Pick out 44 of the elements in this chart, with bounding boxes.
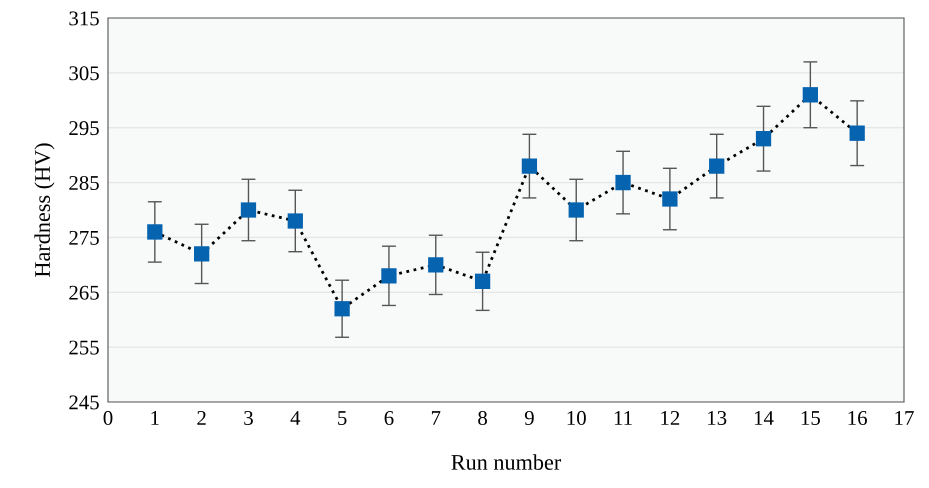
point xyxy=(615,174,631,190)
x-tick-label: 3 xyxy=(244,410,253,425)
x-tick-label: 10 xyxy=(568,410,586,425)
y-tick-label: 295 xyxy=(69,121,99,136)
x-tick-label: 1 xyxy=(151,411,159,425)
x-tick-label: 15 xyxy=(802,411,820,425)
x-tick-label: 4 xyxy=(290,411,300,425)
x-tick-label: 12 xyxy=(661,410,680,425)
y-tick-label: 305 xyxy=(69,66,99,80)
point xyxy=(240,202,256,218)
y-tick-label: 255 xyxy=(69,340,99,355)
y-tick-label: 285 xyxy=(69,176,99,190)
point xyxy=(428,257,444,272)
point xyxy=(288,213,303,229)
x-tick-label: 5 xyxy=(338,411,347,425)
y-tick-label: 275 xyxy=(69,230,99,245)
x-tick-label: 7 xyxy=(432,411,440,425)
x-tick-label: 16 xyxy=(848,410,867,425)
x-tick-label: 14 xyxy=(754,411,774,425)
point xyxy=(709,158,724,174)
x-tick-label: 9 xyxy=(524,410,534,425)
x-tick-label: 0 xyxy=(104,410,112,425)
y-tick-label: 245 xyxy=(69,395,99,410)
point xyxy=(568,202,584,218)
point xyxy=(850,126,865,141)
point xyxy=(381,268,397,284)
x-tick-label: 11 xyxy=(614,411,632,425)
point xyxy=(756,131,772,146)
point xyxy=(474,274,490,289)
x-tick-label: 2 xyxy=(197,410,206,425)
y-axis-title: Hardness (HV) xyxy=(34,143,55,277)
x-tick-label: 6 xyxy=(384,410,394,425)
point xyxy=(147,224,162,240)
y-tick-label: 265 xyxy=(69,286,99,300)
x-tick-label: 17 xyxy=(895,411,914,425)
x-tick-label: 8 xyxy=(478,410,487,425)
point xyxy=(194,246,210,262)
point xyxy=(662,191,678,207)
x-tick-label: 13 xyxy=(708,410,726,425)
point xyxy=(522,158,538,174)
point xyxy=(334,301,350,316)
point xyxy=(802,87,818,102)
x-axis-title: Run number xyxy=(451,454,562,470)
y-tick-label: 315 xyxy=(69,11,99,26)
